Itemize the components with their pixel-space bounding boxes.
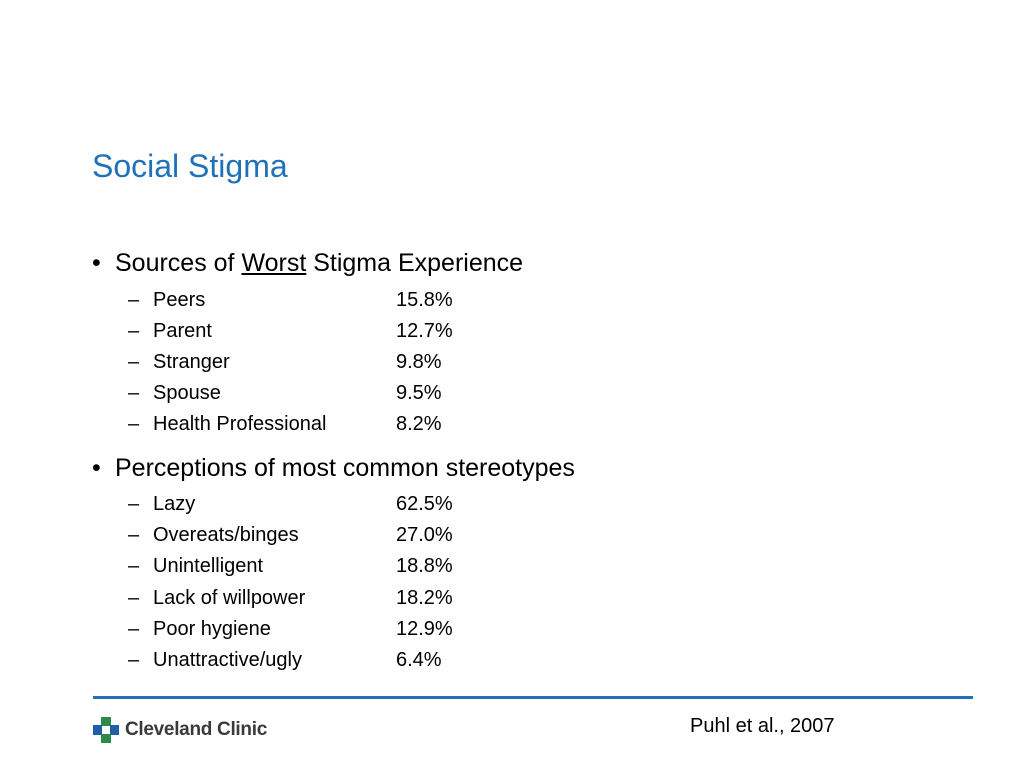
item-label: Stranger [153, 351, 230, 373]
item-value: 6.4% [396, 649, 442, 671]
item-label: Health Professional [153, 413, 327, 435]
list-item: – Poor hygiene 12.9% [128, 617, 453, 641]
item-label: Peers [153, 289, 206, 311]
item-label: Poor hygiene [153, 618, 271, 640]
footer-divider [93, 696, 973, 699]
dash-glyph: – [128, 382, 140, 404]
dash-glyph: – [128, 587, 140, 609]
heading-text-emphasis: Worst [241, 249, 307, 277]
item-label: Lazy [153, 493, 196, 515]
list-item: – Lack of willpower 18.2% [128, 586, 453, 610]
item-value: 62.5% [396, 493, 453, 515]
logo-text: Cleveland Clinic [125, 719, 267, 740]
slide-title: Social Stigma [92, 148, 288, 184]
item-label: Lack of willpower [153, 587, 306, 609]
item-label: Parent [153, 320, 212, 342]
item-value: 9.8% [396, 351, 442, 373]
item-value: 12.9% [396, 618, 453, 640]
list-item: – Unintelligent 18.8% [128, 554, 453, 578]
item-label: Overeats/binges [153, 524, 299, 546]
heading-text-pre: Sources of [115, 249, 242, 277]
list-item: – Overeats/binges 27.0% [128, 523, 453, 547]
citation: Puhl et al., 2007 [690, 715, 835, 737]
item-value: 18.8% [396, 555, 453, 577]
cleveland-clinic-logo: Cleveland Clinic [93, 717, 267, 743]
item-value: 27.0% [396, 524, 453, 546]
bullet-glyph: • [92, 249, 101, 277]
dash-glyph: – [128, 524, 140, 546]
dash-glyph: – [128, 320, 140, 342]
dash-glyph: – [128, 649, 140, 671]
dash-glyph: – [128, 618, 140, 640]
list-item: – Parent 12.7% [128, 319, 453, 343]
item-value: 9.5% [396, 382, 442, 404]
list-item: – Lazy 62.5% [128, 492, 453, 516]
list-item: – Unattractive/ugly 6.4% [128, 648, 442, 672]
bullet-sources-heading: • Sources of Worst Stigma Experience [92, 249, 523, 278]
item-label: Spouse [153, 382, 221, 404]
cleveland-clinic-cross-icon [93, 717, 119, 743]
dash-glyph: – [128, 555, 140, 577]
list-item: – Stranger 9.8% [128, 350, 442, 374]
item-label: Unattractive/ugly [153, 649, 302, 671]
bullet-stereotypes-heading: • Perceptions of most common stereotypes [92, 454, 575, 483]
heading-text-post: Stigma Experience [306, 249, 524, 277]
list-item: – Health Professional 8.2% [128, 412, 442, 436]
item-value: 8.2% [396, 413, 442, 435]
item-value: 18.2% [396, 587, 453, 609]
dash-glyph: – [128, 413, 140, 435]
dash-glyph: – [128, 493, 140, 515]
item-value: 12.7% [396, 320, 453, 342]
list-item: – Peers 15.8% [128, 288, 453, 312]
dash-glyph: – [128, 351, 140, 373]
dash-glyph: – [128, 289, 140, 311]
item-value: 15.8% [396, 289, 453, 311]
bullet-glyph: • [92, 454, 101, 482]
heading-text: Perceptions of most common stereotypes [115, 454, 575, 482]
list-item: – Spouse 9.5% [128, 381, 442, 405]
item-label: Unintelligent [153, 555, 264, 577]
